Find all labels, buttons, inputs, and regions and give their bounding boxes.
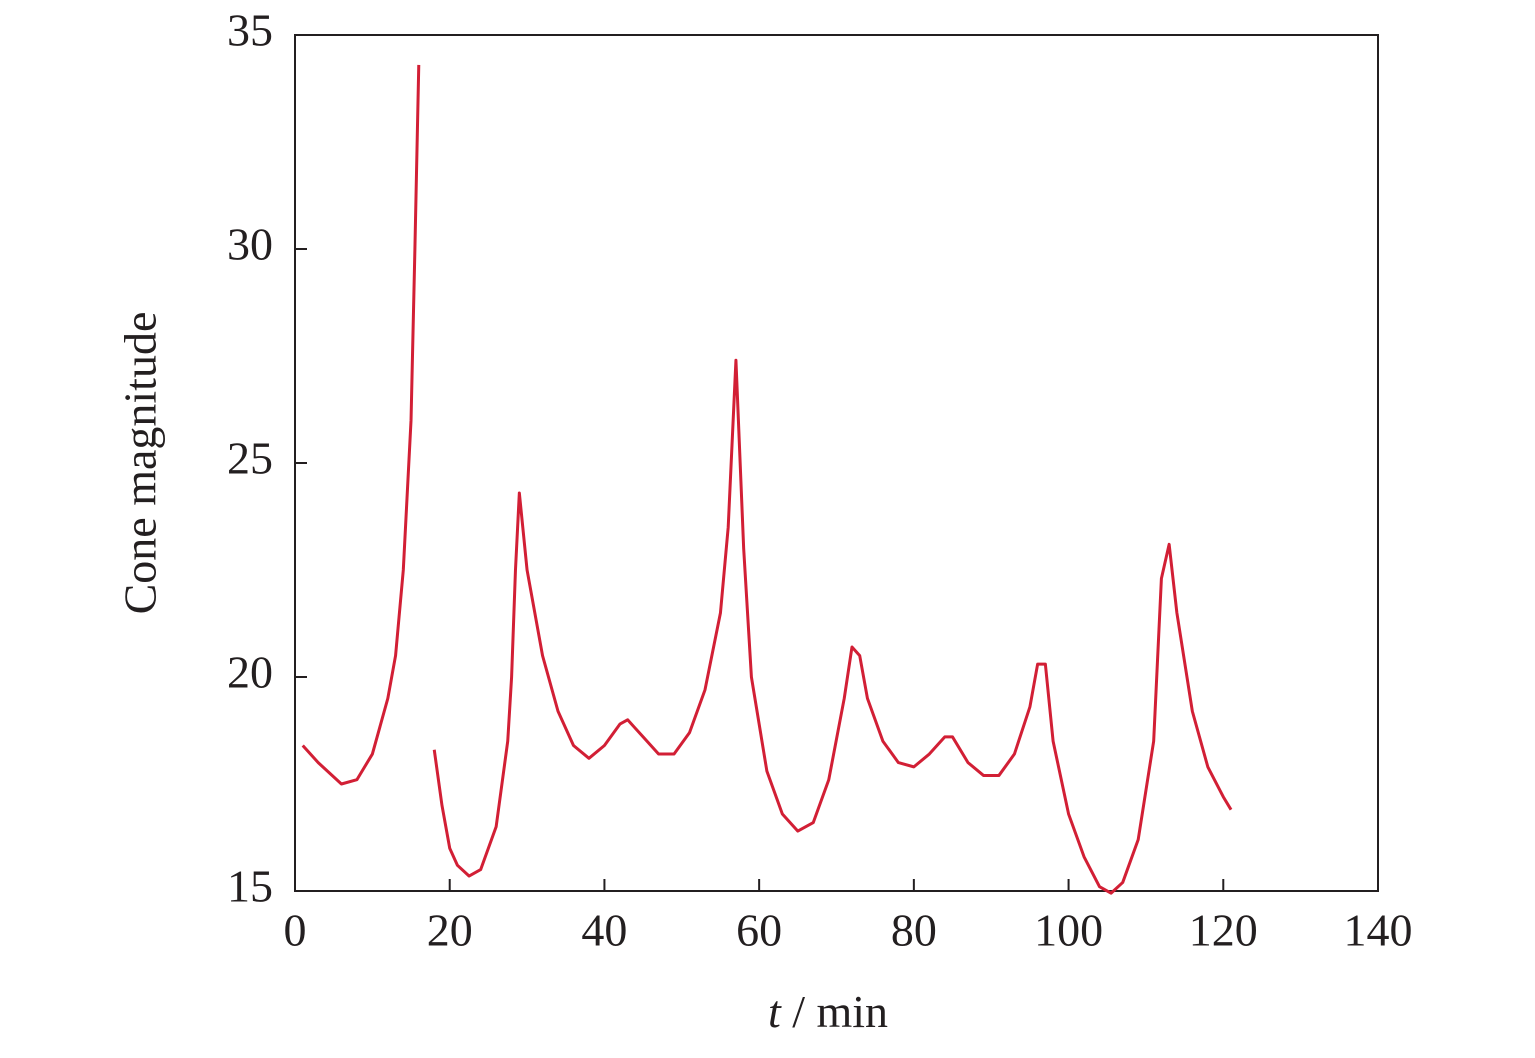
x-tick-label: 40 — [581, 905, 627, 956]
x-axis-label: t / min — [768, 986, 888, 1037]
x-tick-label: 0 — [284, 905, 307, 956]
x-tick-label: 80 — [891, 905, 937, 956]
y-axis-label: Cone magnitude — [115, 312, 166, 615]
y-tick-label: 25 — [227, 433, 273, 484]
data-line — [301, 64, 1233, 895]
y-tick-label: 30 — [227, 219, 273, 270]
plot-frame — [294, 34, 1379, 892]
y-tick-label: 15 — [227, 861, 273, 912]
x-label-variable: t — [768, 986, 782, 1037]
x-label-unit: / min — [792, 986, 888, 1037]
x-tick-label: 60 — [736, 905, 782, 956]
y-tick-label: 20 — [227, 647, 273, 698]
x-tick-label: 140 — [1344, 905, 1413, 956]
x-tick-label: 20 — [427, 905, 473, 956]
y-tick-label: 35 — [227, 5, 273, 56]
x-tick-label: 120 — [1189, 905, 1258, 956]
x-tick-label: 100 — [1034, 905, 1103, 956]
